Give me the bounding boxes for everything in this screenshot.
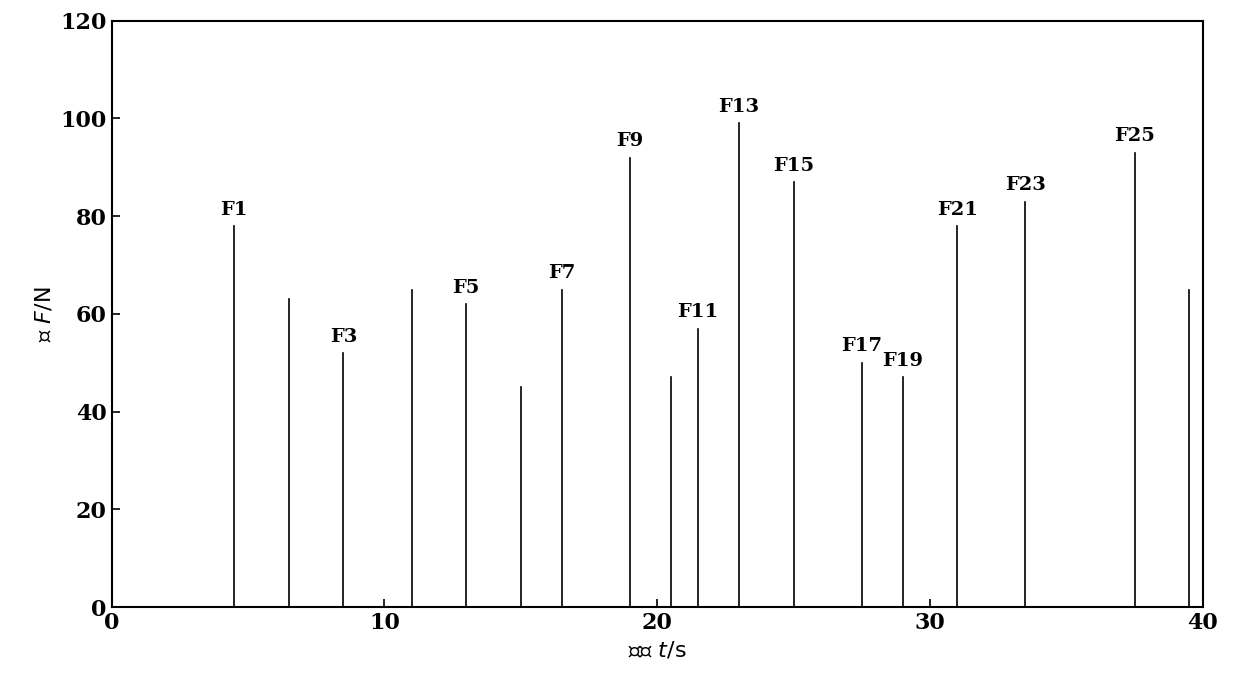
X-axis label: 时间 $t$/s: 时间 $t$/s [627,640,687,660]
Text: F13: F13 [718,98,760,116]
Text: F11: F11 [677,304,719,322]
Text: F1: F1 [221,201,248,219]
Text: F9: F9 [616,132,644,150]
Text: F17: F17 [841,337,883,355]
Text: F5: F5 [453,279,480,297]
Y-axis label: 力 $F$/N: 力 $F$/N [33,286,55,342]
Text: F21: F21 [936,201,978,219]
Text: F25: F25 [1115,128,1154,146]
Text: F7: F7 [548,264,575,282]
Text: F19: F19 [882,352,924,370]
Text: F3: F3 [330,328,357,346]
Text: F15: F15 [773,157,815,175]
Text: F23: F23 [1006,176,1045,194]
